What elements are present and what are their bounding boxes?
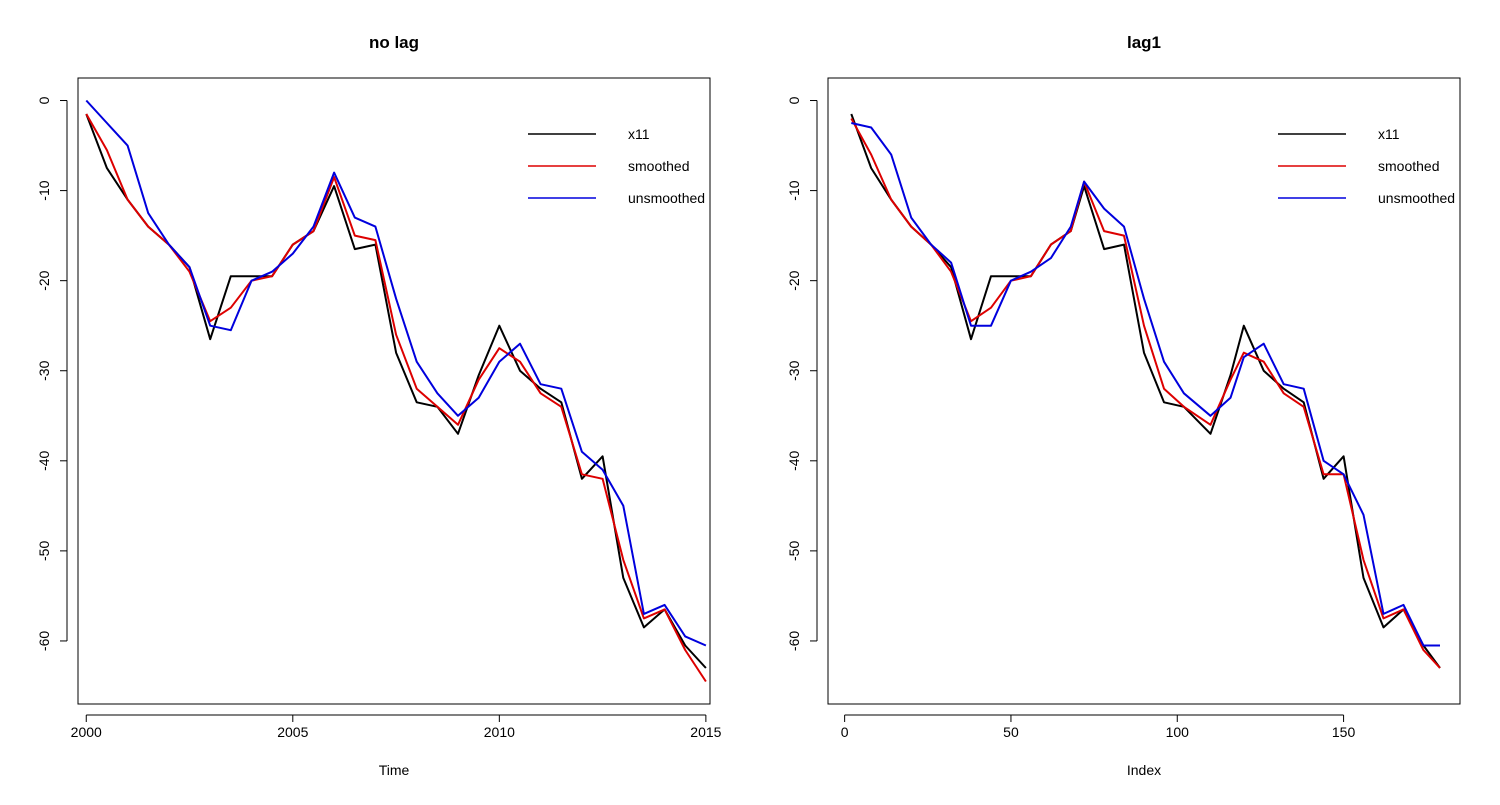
x-tick-label: 50 <box>1003 724 1019 740</box>
y-tick-label: -10 <box>36 180 52 200</box>
y-tick-label: 0 <box>36 96 52 104</box>
y-tick-label: -50 <box>36 541 52 561</box>
y-tick-label: -60 <box>786 631 802 651</box>
panel-2: lag1 Index 0 50 100 150 0 -10 -20 -30 -40 -50 -60 x11… <box>786 33 1461 778</box>
legend-label-smoothed: smoothed <box>628 158 689 174</box>
chart-title: no lag <box>369 33 419 52</box>
y-tick-label: -60 <box>36 631 52 651</box>
legend-label-unsmoothed: unsmoothed <box>628 190 705 206</box>
series-line-unsmoothed <box>851 122 1440 647</box>
y-tick-label: -10 <box>786 180 802 200</box>
x-tick-label: 2005 <box>277 724 308 740</box>
x-tick-label: 2010 <box>484 724 515 740</box>
y-tick-label: -40 <box>786 450 802 470</box>
y-tick-label: -30 <box>36 360 52 380</box>
x-tick-label: 2000 <box>71 724 102 740</box>
plot-frame <box>77 77 711 705</box>
x-axis-label: Index <box>1127 762 1161 778</box>
legend: x11 smoothed unsmoothed <box>528 126 705 206</box>
x-tick-label: 2015 <box>690 724 721 740</box>
y-tick-label: -20 <box>786 270 802 290</box>
legend-label-unsmoothed: unsmoothed <box>1378 190 1455 206</box>
legend-label-x11: x11 <box>1378 126 1400 142</box>
series-line-unsmoothed <box>85 99 707 647</box>
y-tick-label: -50 <box>786 541 802 561</box>
series-line-x11 <box>850 113 1441 669</box>
y-tick-label: -20 <box>36 270 52 290</box>
series-line-x11 <box>85 113 707 669</box>
y-tick-label: 0 <box>786 96 802 104</box>
x-tick-label: 150 <box>1332 724 1356 740</box>
legend-label-x11: x11 <box>628 126 650 142</box>
legend: x11 smoothed unsmoothed <box>1278 126 1455 206</box>
panel-1: no lag Time 2000 2005 2010 2015 0 -10 -20 -30 -40 -… <box>36 33 722 778</box>
legend-label-smoothed: smoothed <box>1378 158 1439 174</box>
x-tick-label: 100 <box>1166 724 1190 740</box>
x-axis-label: Time <box>379 762 410 778</box>
chart-title: lag1 <box>1127 33 1161 52</box>
y-tick-label: -40 <box>36 450 52 470</box>
x-tick-label: 0 <box>841 724 849 740</box>
series-line-smoothed <box>85 113 707 683</box>
series-line-smoothed <box>850 118 1441 669</box>
y-tick-label: -30 <box>786 360 802 380</box>
plot-frame <box>827 77 1461 705</box>
